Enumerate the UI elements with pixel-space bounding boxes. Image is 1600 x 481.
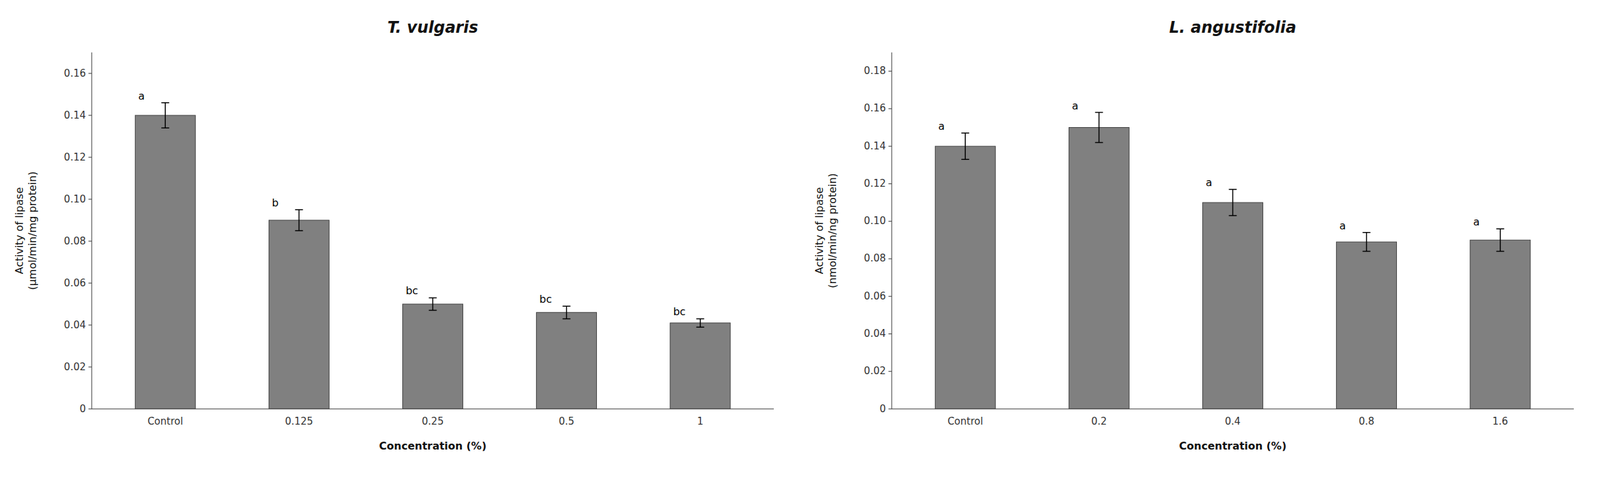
x-tick-label: 0.4 bbox=[1225, 415, 1241, 428]
x-tick-label: Control bbox=[947, 415, 983, 428]
y-axis-label: Activity of lipase(nmol/min/ng protein) bbox=[813, 172, 839, 289]
annotation: a bbox=[938, 119, 945, 133]
y-tick bbox=[88, 73, 92, 75]
x-tick-label: 1 bbox=[697, 415, 704, 428]
y-axis-line bbox=[891, 52, 893, 409]
error-bar bbox=[961, 133, 970, 160]
bar bbox=[1336, 241, 1397, 409]
y-axis-label-line: (nmol/min/ng protein) bbox=[826, 172, 839, 289]
x-tick-label: Control bbox=[147, 415, 183, 428]
x-tick-label: 0.25 bbox=[421, 415, 444, 428]
y-tick bbox=[88, 408, 92, 410]
y-tick bbox=[88, 283, 92, 284]
y-tick-label: 0.06 bbox=[64, 277, 86, 289]
annotation: a bbox=[1339, 219, 1346, 232]
y-tick-label: 0.10 bbox=[64, 193, 86, 206]
y-axis-label: Activity of lipase(μmol/min/mg protein) bbox=[13, 171, 39, 290]
y-tick-label: 0.06 bbox=[864, 290, 886, 303]
annotation: b bbox=[271, 196, 279, 210]
bar bbox=[1068, 127, 1129, 409]
y-tick bbox=[888, 333, 892, 335]
y-tick-label: 0.16 bbox=[64, 67, 86, 80]
y-tick-label: 0 bbox=[79, 402, 86, 415]
x-tick-label: 0.2 bbox=[1090, 415, 1107, 428]
y-tick-label: 0.08 bbox=[64, 235, 86, 248]
y-tick bbox=[888, 370, 892, 372]
y-tick-label: 0.14 bbox=[64, 109, 86, 122]
y-axis-label-line: Activity of lipase bbox=[813, 187, 826, 274]
error-bar bbox=[562, 305, 571, 319]
bar bbox=[670, 323, 731, 409]
y-tick-label: 0.02 bbox=[864, 364, 886, 377]
y-tick-label: 0.04 bbox=[64, 319, 86, 331]
bar bbox=[268, 220, 329, 409]
background bbox=[0, 0, 1600, 481]
y-tick-label: 0.14 bbox=[864, 140, 886, 153]
annotation: a bbox=[1472, 215, 1480, 229]
bar bbox=[402, 304, 464, 409]
bar bbox=[536, 312, 597, 409]
y-tick bbox=[88, 241, 92, 242]
error-bar bbox=[1496, 228, 1505, 251]
bar bbox=[1470, 239, 1531, 409]
y-tick-label: 0.10 bbox=[864, 214, 886, 227]
error-bar bbox=[696, 318, 705, 327]
bar bbox=[934, 146, 996, 409]
panel: a b bc bc bc 0 0.02 0.04 0.06 0.08 0.10 0.12 0.14 0.1… bbox=[13, 18, 774, 453]
y-tick bbox=[888, 183, 892, 185]
y-tick bbox=[888, 146, 892, 147]
annotation: bc bbox=[672, 305, 686, 318]
chart-canvas: a b bc bc bc 0 0.02 0.04 0.06 0.08 0.10 0.12 0.14 0.1… bbox=[0, 0, 1600, 481]
error-bar bbox=[161, 102, 170, 128]
error-bar bbox=[1094, 112, 1103, 143]
y-tick bbox=[88, 366, 92, 368]
error-bar bbox=[429, 297, 438, 310]
y-axis-label-line: (μmol/min/mg protein) bbox=[26, 171, 39, 290]
annotation: bc bbox=[539, 292, 552, 306]
title: L. angustifolia bbox=[1169, 18, 1297, 37]
panel: a a a a a 0 0.02 0.04 0.06 0.08 0.10 0.12 0.14 0.16 0.… bbox=[813, 18, 1574, 453]
y-tick-label: 0.04 bbox=[864, 327, 886, 340]
error-bar bbox=[1362, 232, 1371, 252]
annotation: a bbox=[1205, 176, 1213, 189]
x-tick-label: 0.8 bbox=[1358, 415, 1375, 428]
y-tick bbox=[888, 108, 892, 109]
x-axis-line bbox=[891, 408, 1574, 410]
y-tick-label: 0.08 bbox=[864, 252, 886, 265]
y-axis-label-line: Activity of lipase bbox=[13, 187, 26, 274]
y-tick-label: 0.16 bbox=[864, 102, 886, 115]
y-tick bbox=[888, 296, 892, 297]
x-axis-label: Concentration (%) bbox=[1179, 439, 1287, 453]
y-tick-label: 0.18 bbox=[864, 64, 886, 77]
annotation: a bbox=[138, 89, 145, 103]
title: T. vulgaris bbox=[387, 18, 478, 37]
marks bbox=[934, 112, 1530, 409]
x-axis-label: Concentration (%) bbox=[379, 439, 487, 453]
y-tick bbox=[88, 115, 92, 116]
marks bbox=[134, 102, 730, 409]
x-tick-label: 1.6 bbox=[1492, 415, 1509, 428]
error-bar bbox=[1229, 189, 1238, 216]
y-tick bbox=[88, 199, 92, 200]
annotation: a bbox=[1071, 99, 1079, 113]
bar bbox=[134, 115, 196, 409]
y-tick bbox=[888, 220, 892, 222]
y-tick-label: 0.12 bbox=[64, 151, 86, 164]
y-tick bbox=[88, 157, 92, 158]
y-tick bbox=[88, 324, 92, 326]
y-tick bbox=[888, 408, 892, 410]
y-tick bbox=[888, 70, 892, 72]
x-axis-line bbox=[91, 408, 774, 410]
y-tick-label: 0.02 bbox=[64, 361, 86, 373]
y-axis-line bbox=[91, 52, 93, 409]
y-tick-label: 0.12 bbox=[864, 177, 886, 190]
x-tick-label: 0.5 bbox=[558, 415, 575, 428]
bar bbox=[1202, 202, 1264, 409]
y-tick bbox=[888, 258, 892, 259]
annotation: bc bbox=[405, 284, 419, 297]
y-tick-label: 0 bbox=[879, 402, 886, 415]
x-tick-label: 0.125 bbox=[285, 415, 314, 428]
error-bar bbox=[294, 209, 303, 231]
